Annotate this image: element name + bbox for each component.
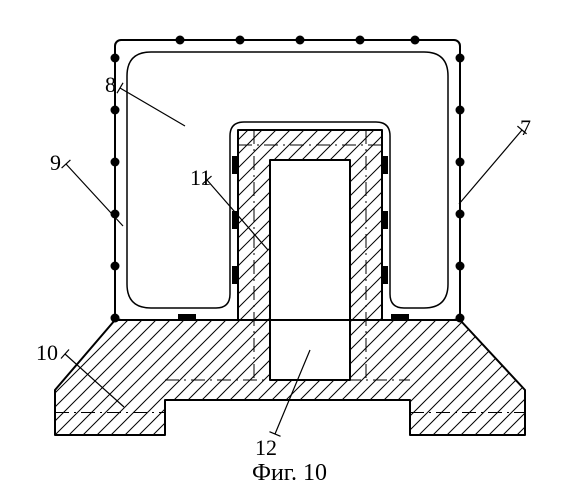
diagram-svg [0, 0, 586, 500]
figure-container: 8 7 9 10 11 12 Фиг. 10 [0, 0, 586, 500]
label-11: 11 [190, 165, 211, 191]
label-10: 10 [36, 340, 58, 366]
label-8: 8 [105, 72, 116, 98]
label-7: 7 [520, 115, 531, 141]
figure-caption: Фиг. 10 [252, 460, 327, 487]
label-9: 9 [50, 150, 61, 176]
label-12: 12 [255, 435, 277, 461]
